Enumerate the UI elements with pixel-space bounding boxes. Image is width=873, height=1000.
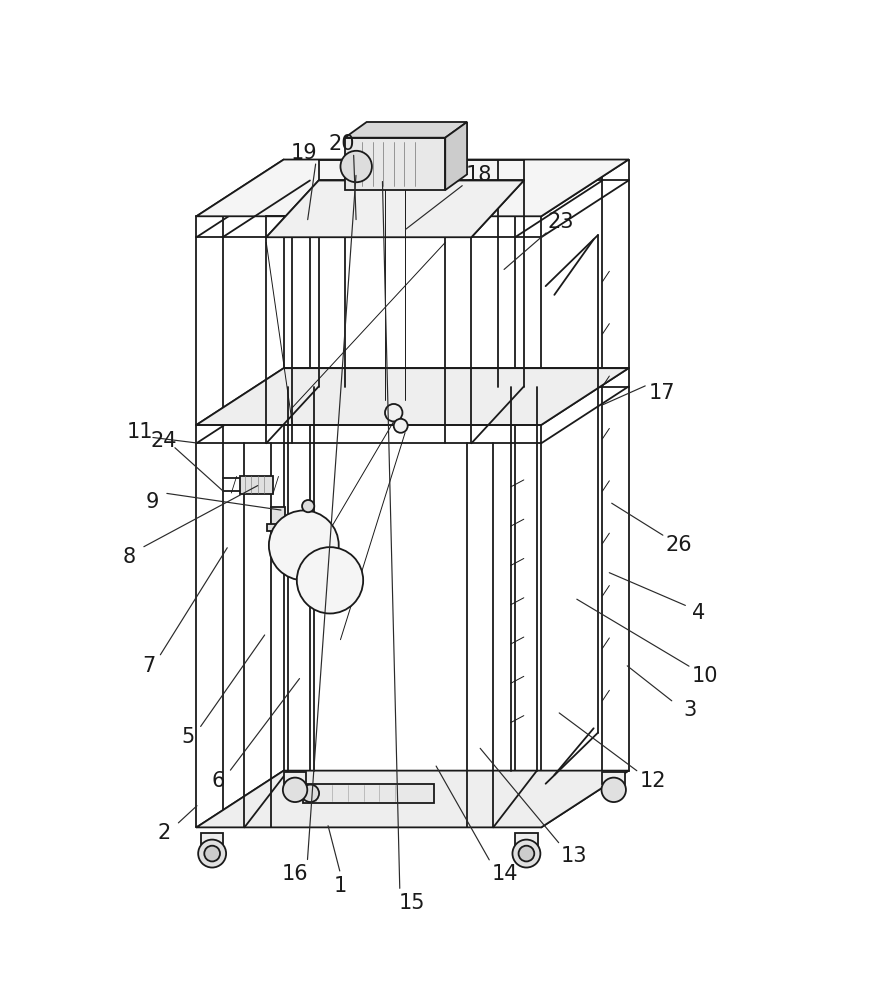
Text: 26: 26 — [666, 535, 692, 555]
Bar — [201, 833, 223, 847]
Text: 6: 6 — [211, 771, 225, 791]
Polygon shape — [345, 122, 467, 138]
Polygon shape — [445, 122, 467, 190]
Bar — [240, 476, 273, 494]
Circle shape — [302, 500, 314, 512]
Text: 15: 15 — [399, 893, 425, 913]
Text: 2: 2 — [157, 823, 171, 843]
Bar — [345, 138, 445, 190]
Text: 24: 24 — [151, 431, 177, 451]
Text: 3: 3 — [683, 700, 697, 720]
Circle shape — [385, 404, 402, 421]
Text: 7: 7 — [141, 656, 155, 676]
Text: 5: 5 — [181, 727, 195, 747]
Text: 18: 18 — [465, 165, 491, 185]
Bar — [602, 772, 625, 784]
Polygon shape — [196, 771, 629, 827]
Text: 16: 16 — [282, 864, 308, 884]
Text: 20: 20 — [329, 134, 355, 154]
Circle shape — [394, 419, 408, 433]
Text: 12: 12 — [640, 771, 666, 791]
Circle shape — [283, 778, 307, 802]
Bar — [267, 524, 288, 531]
Text: 4: 4 — [691, 603, 705, 623]
Circle shape — [297, 547, 363, 613]
Circle shape — [340, 151, 372, 182]
Bar — [515, 833, 538, 847]
Circle shape — [269, 510, 339, 580]
Text: 9: 9 — [146, 492, 160, 512]
Circle shape — [601, 778, 626, 802]
Circle shape — [519, 846, 534, 861]
Bar — [284, 772, 306, 784]
Text: 10: 10 — [692, 666, 718, 686]
Text: 19: 19 — [291, 143, 317, 163]
Text: 11: 11 — [127, 422, 153, 442]
Polygon shape — [196, 368, 629, 425]
Bar — [271, 507, 285, 526]
Text: 1: 1 — [333, 876, 347, 896]
Polygon shape — [266, 180, 524, 237]
Circle shape — [198, 840, 226, 868]
Circle shape — [301, 785, 319, 802]
Bar — [304, 784, 434, 803]
Circle shape — [204, 846, 220, 861]
Text: 14: 14 — [491, 864, 518, 884]
Circle shape — [512, 840, 540, 868]
Text: 13: 13 — [561, 846, 588, 866]
Text: 23: 23 — [547, 212, 574, 232]
Polygon shape — [196, 160, 629, 216]
Text: 8: 8 — [122, 547, 136, 567]
Text: 17: 17 — [649, 383, 675, 403]
